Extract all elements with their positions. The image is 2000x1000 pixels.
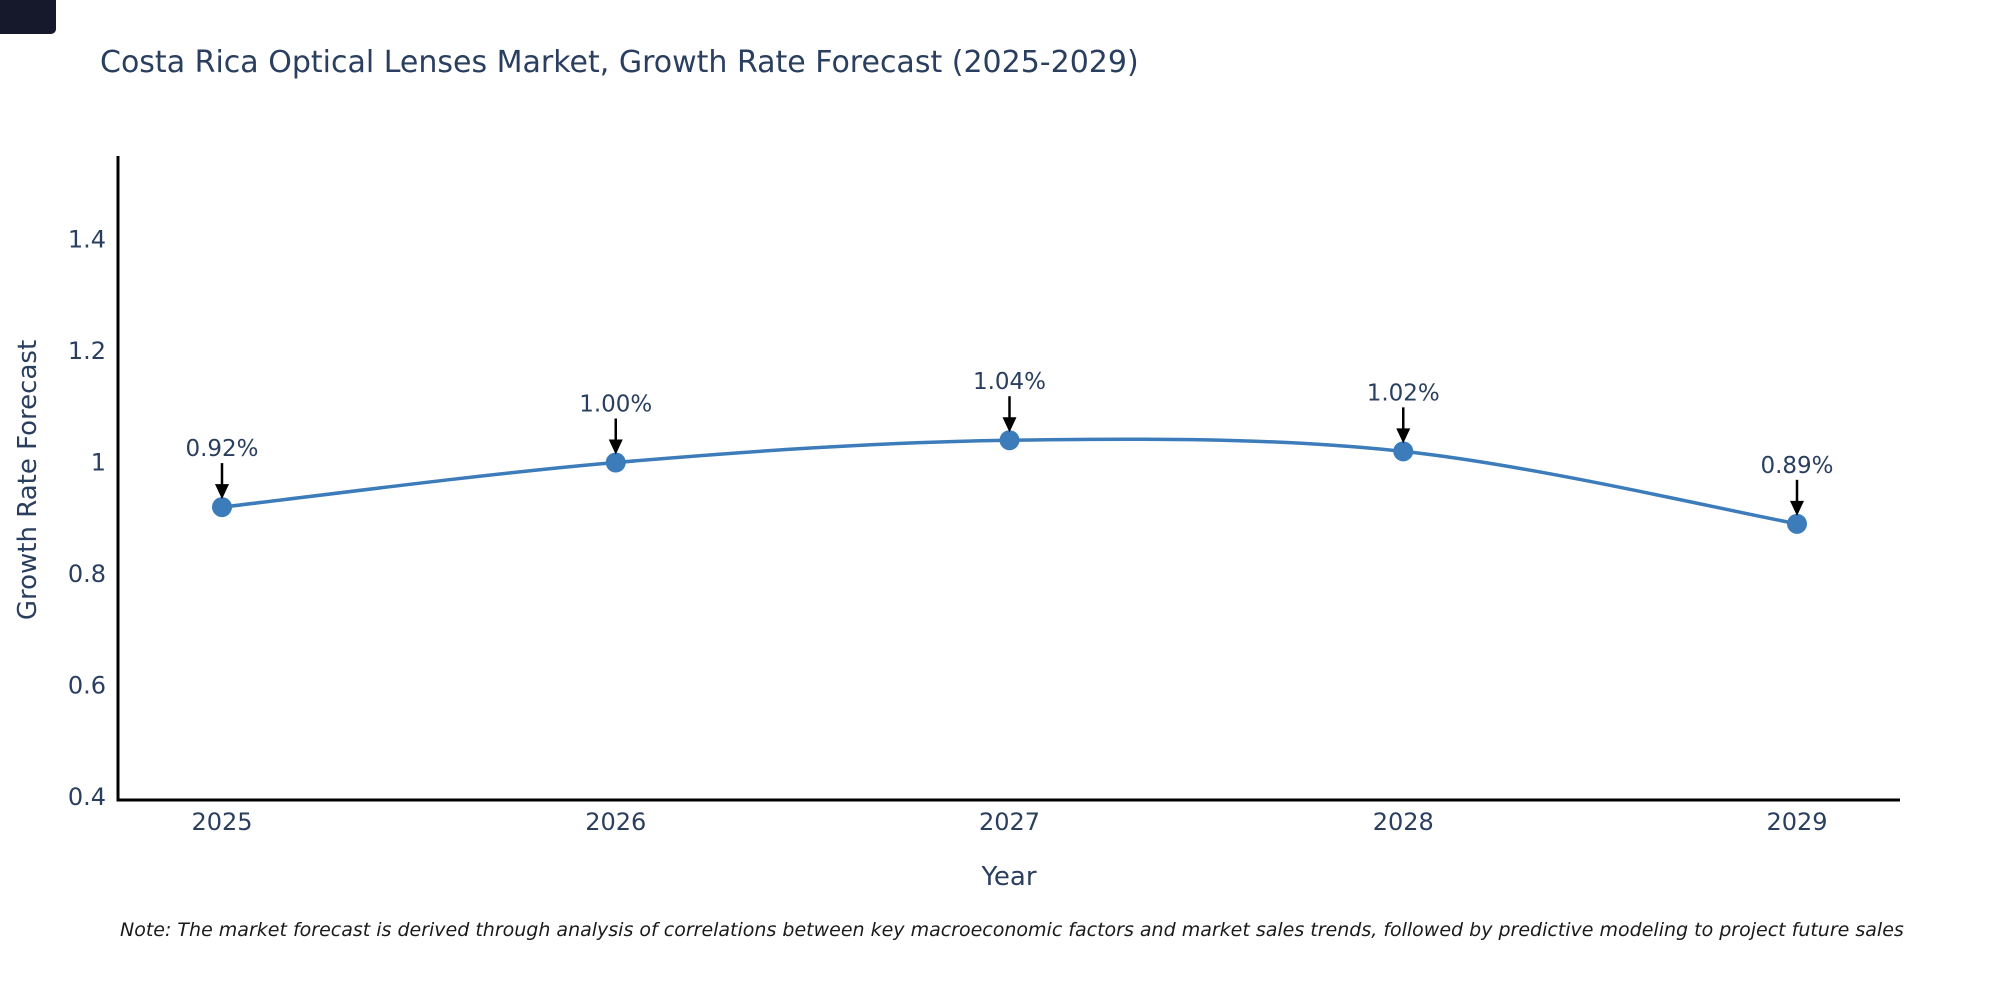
y-tick-label: 1.2 — [68, 337, 106, 365]
y-tick-label: 1 — [91, 449, 106, 477]
x-tick-label: 2028 — [1373, 808, 1434, 836]
forecast-line — [221, 437, 1798, 526]
annotation-arrowhead — [1790, 500, 1804, 516]
x-axis-title: Year — [981, 862, 1037, 892]
data-point-marker[interactable] — [999, 430, 1020, 451]
point-value-label: 1.00% — [579, 392, 652, 418]
annotation-arrowhead — [1002, 417, 1017, 433]
corner-artifact — [0, 0, 56, 34]
annotation-arrowhead — [608, 439, 623, 455]
point-value-label: 0.89% — [1760, 453, 1833, 479]
y-tick-label: 1.4 — [68, 226, 106, 254]
x-tick-label: 2025 — [191, 808, 252, 836]
y-tick-label: 0.6 — [68, 672, 106, 700]
x-tick-label: 2029 — [1766, 808, 1827, 836]
point-value-label: 0.92% — [185, 436, 258, 462]
data-point-marker[interactable] — [212, 497, 232, 518]
chart-title: Costa Rica Optical Lenses Market, Growth… — [100, 45, 1139, 80]
point-value-label: 1.02% — [1367, 380, 1440, 406]
point-value-label: 1.04% — [973, 369, 1046, 395]
y-axis-title: Growth Rate Forecast — [13, 339, 43, 621]
annotation-arrowhead — [215, 484, 229, 500]
chart-note: Note: The market forecast is derived thr… — [120, 919, 1904, 941]
data-point-marker[interactable] — [1787, 513, 1807, 534]
x-tick-label: 2027 — [979, 808, 1040, 836]
x-tick-label: 2026 — [585, 808, 646, 836]
annotation-arrowhead — [1396, 428, 1411, 444]
y-tick-label: 0.8 — [68, 560, 106, 588]
y-tick-label: 0.4 — [68, 783, 106, 811]
data-point-marker[interactable] — [1393, 441, 1414, 462]
data-point-marker[interactable] — [605, 452, 626, 473]
